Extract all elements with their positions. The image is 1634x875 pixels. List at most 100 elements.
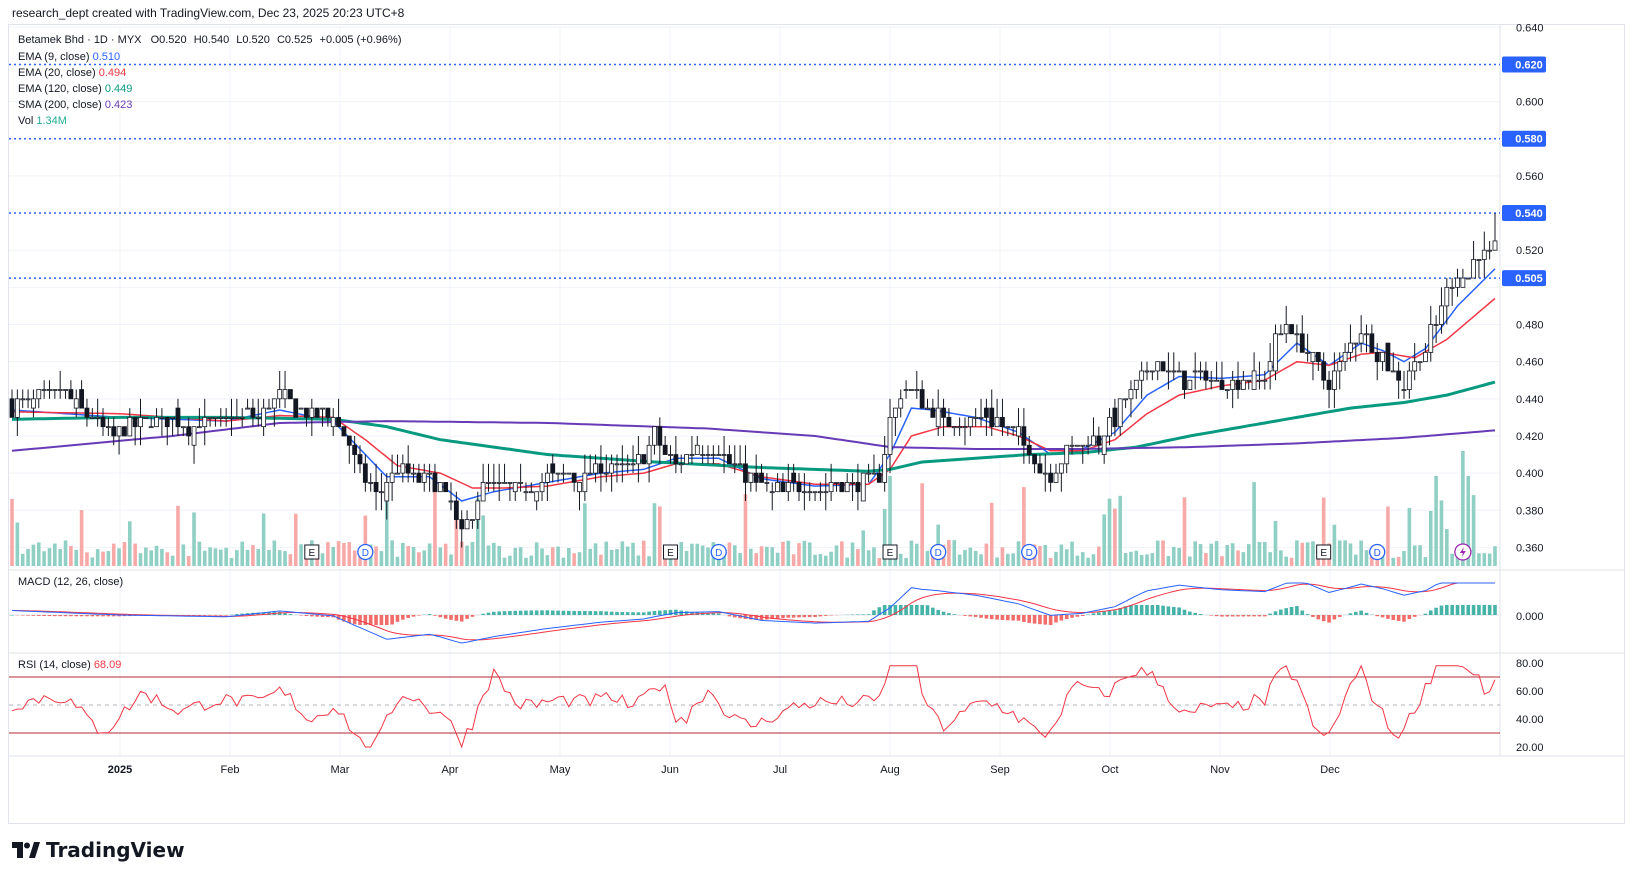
macd-histogram-bar xyxy=(599,611,603,615)
price-axis-tick: 0.640 xyxy=(1516,22,1544,34)
volume-bar xyxy=(931,554,935,566)
legend-close: C0.525 xyxy=(276,34,313,46)
candle-body xyxy=(593,463,598,474)
volume-bar xyxy=(1461,451,1465,566)
volume-bar xyxy=(1080,552,1085,566)
candle-body xyxy=(250,407,256,418)
volume-bar xyxy=(1354,554,1358,566)
volume-bar xyxy=(807,542,812,566)
candle-body xyxy=(764,482,770,484)
volume-bar xyxy=(652,503,657,566)
macd-histogram-bar xyxy=(1171,606,1176,615)
macd-histogram-bar xyxy=(1354,611,1358,615)
candle-body xyxy=(154,416,159,428)
macd-histogram-bar xyxy=(781,615,785,619)
candle-body xyxy=(1358,333,1364,344)
macd-histogram-bar xyxy=(877,607,882,615)
volume-bar xyxy=(518,547,523,566)
macd-histogram-bar xyxy=(401,615,405,620)
candle-body xyxy=(614,463,620,466)
macd-histogram-bar xyxy=(1434,607,1438,615)
candle-body xyxy=(95,416,101,419)
time-axis-tick: Nov xyxy=(1210,764,1230,776)
candle-body xyxy=(962,426,968,429)
macd-histogram-bar xyxy=(53,615,57,617)
macd-histogram-bar xyxy=(829,615,833,616)
candle-body xyxy=(903,389,909,391)
macd-histogram-bar xyxy=(706,613,710,615)
volume-bar xyxy=(1129,551,1133,566)
candle-body xyxy=(346,435,352,446)
volume-bar xyxy=(1439,500,1444,566)
candle-body xyxy=(1412,361,1418,372)
macd-histogram-bar xyxy=(856,614,860,615)
tradingview-logo[interactable]: TradingView xyxy=(12,838,185,862)
candle-body xyxy=(1010,426,1016,429)
volume-bar xyxy=(245,549,250,566)
volume-bar xyxy=(1262,541,1267,566)
volume-bar xyxy=(1482,553,1487,566)
macd-histogram-bar xyxy=(465,615,469,619)
earnings-marker xyxy=(1316,544,1332,560)
candle-body xyxy=(1251,370,1257,390)
volume-bar xyxy=(1070,541,1074,566)
macd-histogram-bar xyxy=(1193,612,1197,615)
macd-histogram-bar xyxy=(631,612,635,615)
volume-bar xyxy=(1155,540,1160,566)
volume-bar xyxy=(438,547,443,566)
macd-histogram-bar xyxy=(1300,610,1305,615)
candle-body xyxy=(1203,370,1209,381)
volume-bar xyxy=(856,549,860,566)
legend-ema9: EMA (9, close) 0.510 xyxy=(18,51,121,63)
macd-histogram-bar xyxy=(63,615,68,617)
volume-bar xyxy=(888,476,892,566)
level-price-tag xyxy=(1502,56,1546,73)
candle-body xyxy=(828,482,834,493)
volume-bar xyxy=(10,498,14,566)
volume-bar xyxy=(256,549,261,566)
macd-histogram-bar xyxy=(1022,615,1026,622)
macd-histogram-bar xyxy=(1080,615,1085,617)
volume-bar xyxy=(101,551,105,566)
volume-bar xyxy=(401,542,405,566)
macd-histogram-bar xyxy=(1450,605,1454,615)
macd-histogram-bar xyxy=(711,613,716,615)
volume-bar xyxy=(1450,553,1454,566)
candle-body xyxy=(1433,324,1439,326)
macd-histogram-bar xyxy=(111,615,116,617)
volume-bar xyxy=(1188,556,1192,566)
volume-bar xyxy=(149,550,153,566)
volume-bar xyxy=(1321,497,1326,566)
volume-bar xyxy=(117,548,121,566)
candle-body xyxy=(1439,305,1444,325)
earnings-marker xyxy=(304,544,320,560)
macd-histogram-bar xyxy=(1070,615,1074,618)
volume-bar xyxy=(459,541,464,566)
macd-histogram-bar xyxy=(1428,610,1433,615)
macd-histogram-bar xyxy=(1380,615,1385,618)
volume-bar xyxy=(583,503,587,566)
volume-bar xyxy=(213,548,218,566)
macd-histogram-bar xyxy=(427,613,432,615)
candle-body xyxy=(1487,249,1493,252)
candle-body xyxy=(641,454,647,465)
macd-histogram-bar xyxy=(1471,605,1476,615)
candle-body xyxy=(871,472,877,475)
candle-body xyxy=(791,472,797,483)
volume-bar xyxy=(620,541,625,566)
candle-body xyxy=(657,426,663,446)
legend-macd: MACD (12, 26, close) xyxy=(18,576,124,588)
macd-histogram-bar xyxy=(1097,612,1101,615)
volume-bar xyxy=(229,557,234,566)
candle-body xyxy=(223,416,229,419)
volume-bar xyxy=(508,555,512,566)
candle-body xyxy=(684,454,689,465)
time-axis-tick: Jun xyxy=(661,764,679,776)
macd-histogram-bar xyxy=(395,615,400,622)
macd-histogram-bar xyxy=(1252,615,1256,617)
candle-body xyxy=(512,482,518,493)
macd-histogram-bar xyxy=(550,610,555,615)
time-axis-tick: May xyxy=(550,764,571,776)
macd-histogram-bar xyxy=(1332,615,1337,620)
